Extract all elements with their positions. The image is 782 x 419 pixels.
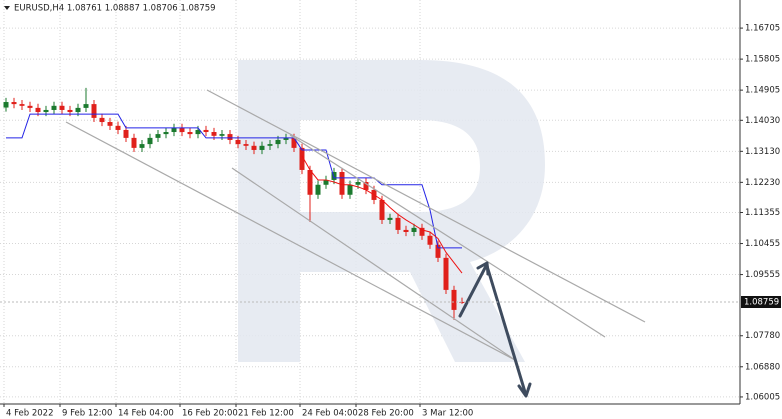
trend-line	[289, 134, 606, 338]
candle-body	[83, 104, 89, 108]
menu-icon[interactable]	[4, 6, 10, 10]
candle-body	[99, 117, 105, 123]
candle-body	[323, 179, 329, 185]
candle-body	[387, 217, 393, 220]
candle-body	[35, 107, 41, 113]
candle-body	[347, 184, 353, 195]
price-label-box	[741, 296, 781, 309]
candle-body	[395, 217, 401, 230]
candle-body	[179, 127, 185, 133]
y-tick-label: 1.06880	[745, 362, 780, 372]
y-tick-label: 1.07780	[745, 331, 780, 341]
forecast-arrow	[458, 264, 488, 318]
candle-body	[411, 227, 417, 232]
candle-body	[267, 144, 273, 146]
y-tick-label: 1.14905	[745, 86, 780, 96]
candle-body	[403, 229, 409, 232]
candle-body	[195, 129, 201, 135]
y-tick-label: 1.15805	[745, 55, 780, 65]
candle-body	[11, 102, 17, 105]
forecast-arrow	[485, 264, 527, 394]
candle-body	[283, 137, 289, 140]
candle-body	[443, 257, 449, 290]
y-tick-label: 1.16705	[745, 24, 780, 34]
x-tick-label: 3 Mar 12:00	[422, 409, 473, 419]
candle-body	[19, 104, 25, 106]
x-tick-label: 14 Feb 04:00	[118, 409, 174, 419]
candle-body	[139, 144, 145, 148]
x-tick-label: 16 Feb 20:00	[182, 409, 238, 419]
trend-line	[65, 121, 516, 361]
y-tick-label: 1.10455	[745, 239, 780, 249]
candle-body	[27, 105, 33, 108]
candle-body	[307, 169, 313, 195]
trend-line	[206, 89, 646, 323]
candle-body	[123, 129, 129, 138]
arrow-head	[517, 382, 532, 398]
candle-body	[147, 137, 153, 145]
y-tick-label: 1.13130	[745, 147, 780, 157]
candle-body	[203, 129, 209, 133]
candle-body	[235, 139, 241, 145]
x-tick-label: 4 Feb 2022	[6, 409, 54, 419]
candle-body	[427, 235, 433, 245]
candle-body	[163, 132, 169, 135]
x-tick-label: 24 Feb 04:00	[302, 409, 358, 419]
candle-body	[51, 105, 57, 110]
candle-body	[331, 172, 337, 180]
candle-body	[219, 134, 225, 136]
x-tick-label: 21 Feb 12:00	[238, 409, 294, 419]
candle-body	[3, 102, 9, 108]
candle-body	[43, 109, 49, 113]
y-tick-label: 1.09555	[745, 270, 780, 280]
candle-body	[211, 132, 217, 136]
candle-body	[131, 137, 137, 148]
candle-body	[275, 139, 281, 145]
y-tick-label: 1.12230	[745, 178, 780, 188]
candle-body	[315, 184, 321, 195]
x-tick-label: 9 Feb 12:00	[62, 409, 112, 419]
candle-body	[75, 107, 81, 113]
y-tick-label: 1.06005	[745, 392, 780, 402]
indicator-line	[301, 155, 463, 274]
candle-body	[155, 134, 161, 138]
candle-body	[379, 199, 385, 220]
candle-body	[291, 137, 297, 148]
y-tick-label: 1.14030	[745, 116, 780, 126]
x-tick-label: 28 Feb 20:00	[358, 409, 414, 419]
candle-body	[243, 144, 249, 146]
watermark	[238, 60, 545, 362]
candle-body	[115, 125, 121, 130]
candle-body	[67, 109, 73, 113]
candle-body	[227, 134, 233, 140]
candle-body	[451, 289, 457, 310]
candle-body	[59, 105, 65, 110]
candle-body	[107, 122, 113, 126]
candle-body	[355, 182, 361, 185]
candle-body	[91, 104, 97, 118]
candle-body	[435, 244, 441, 258]
trend-line	[231, 167, 516, 361]
grid	[0, 0, 740, 404]
price-label: 1.08759	[744, 298, 779, 308]
chart-title: EURUSD,H4 1.08761 1.08887 1.08706 1.0875…	[14, 4, 216, 14]
candle-body	[363, 182, 369, 190]
candle-body	[419, 227, 425, 236]
y-tick-label: 1.11355	[745, 208, 780, 218]
candle-body	[251, 145, 257, 150]
candle-body	[259, 145, 265, 150]
candle-body	[299, 147, 305, 170]
candle-body	[187, 132, 193, 135]
candle-body	[339, 172, 345, 195]
candle-body	[171, 127, 177, 133]
